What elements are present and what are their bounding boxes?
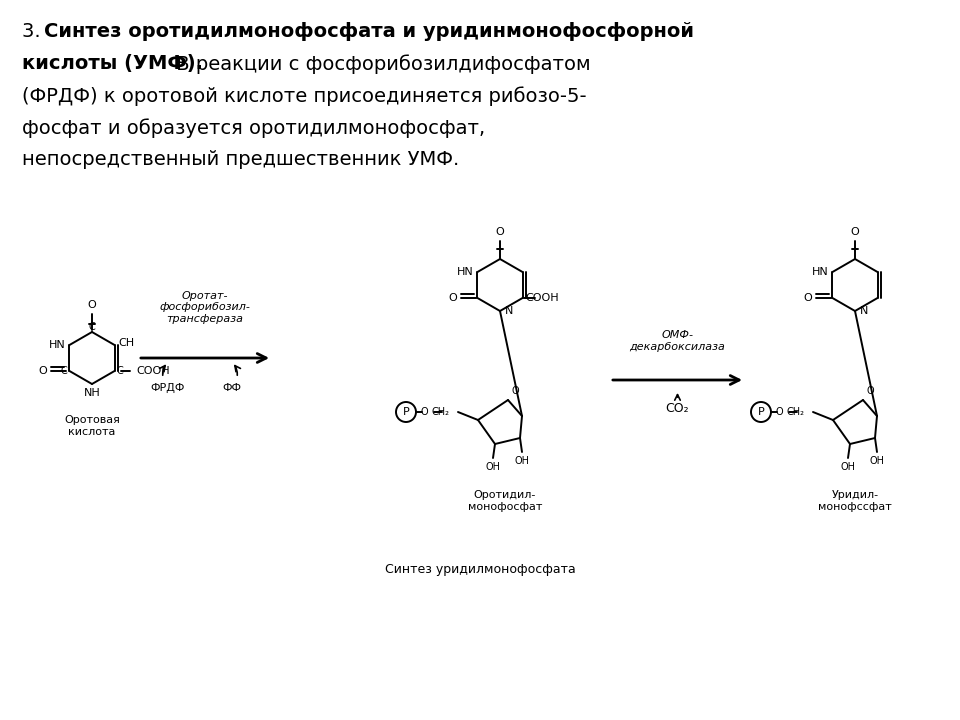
Text: ОМФ-
декарбоксилаза: ОМФ- декарбоксилаза — [630, 330, 726, 352]
Text: Синтез оротидилмонофосфата и уридинмонофосфорной: Синтез оротидилмонофосфата и уридинмоноф… — [44, 22, 694, 41]
Text: P: P — [757, 407, 764, 417]
Text: CO₂: CO₂ — [665, 402, 689, 415]
Text: ФФ: ФФ — [223, 383, 242, 393]
Text: CH₂: CH₂ — [787, 407, 805, 417]
Text: O: O — [87, 300, 96, 310]
Text: O: O — [851, 227, 859, 237]
Text: CH: CH — [118, 338, 134, 348]
Text: Оротат-
фосфорибозил-
трансфераза: Оротат- фосфорибозил- трансфераза — [159, 291, 251, 324]
Text: P: P — [402, 407, 409, 417]
Text: (ФРДФ) к оротовой кислоте присоединяется рибозо-5-: (ФРДФ) к оротовой кислоте присоединяется… — [22, 86, 587, 106]
Text: C: C — [88, 322, 95, 332]
Text: 3.: 3. — [22, 22, 47, 41]
Text: C: C — [116, 366, 123, 376]
Text: O: O — [495, 227, 504, 237]
Text: фосфат и образуется оротидилмонофосфат,: фосфат и образуется оротидилмонофосфат, — [22, 118, 485, 138]
Text: CH₂: CH₂ — [432, 407, 450, 417]
Text: O: O — [804, 293, 812, 303]
Text: COOH: COOH — [136, 366, 170, 376]
Text: O: O — [448, 293, 458, 303]
Text: кислоты (УМФ).: кислоты (УМФ). — [22, 54, 203, 73]
Text: Оротидил-
монофосфат: Оротидил- монофосфат — [468, 490, 542, 512]
Text: O: O — [512, 386, 519, 396]
Text: O: O — [867, 386, 875, 396]
Text: N: N — [860, 306, 869, 316]
Text: HN: HN — [457, 267, 473, 277]
Text: C: C — [60, 366, 67, 376]
Text: HN: HN — [49, 340, 65, 350]
Text: Синтез уридилмонофосфата: Синтез уридилмонофосфата — [385, 564, 575, 577]
Text: Оротовая
кислота: Оротовая кислота — [64, 415, 120, 436]
Text: OH: OH — [870, 456, 884, 466]
Text: OH: OH — [841, 462, 855, 472]
Text: OH: OH — [515, 456, 530, 466]
Text: N: N — [505, 306, 514, 316]
Text: OH: OH — [486, 462, 500, 472]
Text: O: O — [420, 407, 428, 417]
Text: В реакции с фосфорибозилдифосфатом: В реакции с фосфорибозилдифосфатом — [170, 54, 590, 73]
Text: O: O — [38, 366, 47, 376]
Text: O: O — [776, 407, 783, 417]
Text: NH: NH — [84, 388, 101, 398]
Text: непосредственный предшественник УМФ.: непосредственный предшественник УМФ. — [22, 150, 459, 169]
Text: HN: HN — [812, 267, 828, 277]
Text: Уридил-
монофссфат: Уридил- монофссфат — [818, 490, 892, 512]
Text: ФРДФ: ФРДФ — [151, 383, 185, 393]
Text: COOH: COOH — [525, 293, 559, 303]
